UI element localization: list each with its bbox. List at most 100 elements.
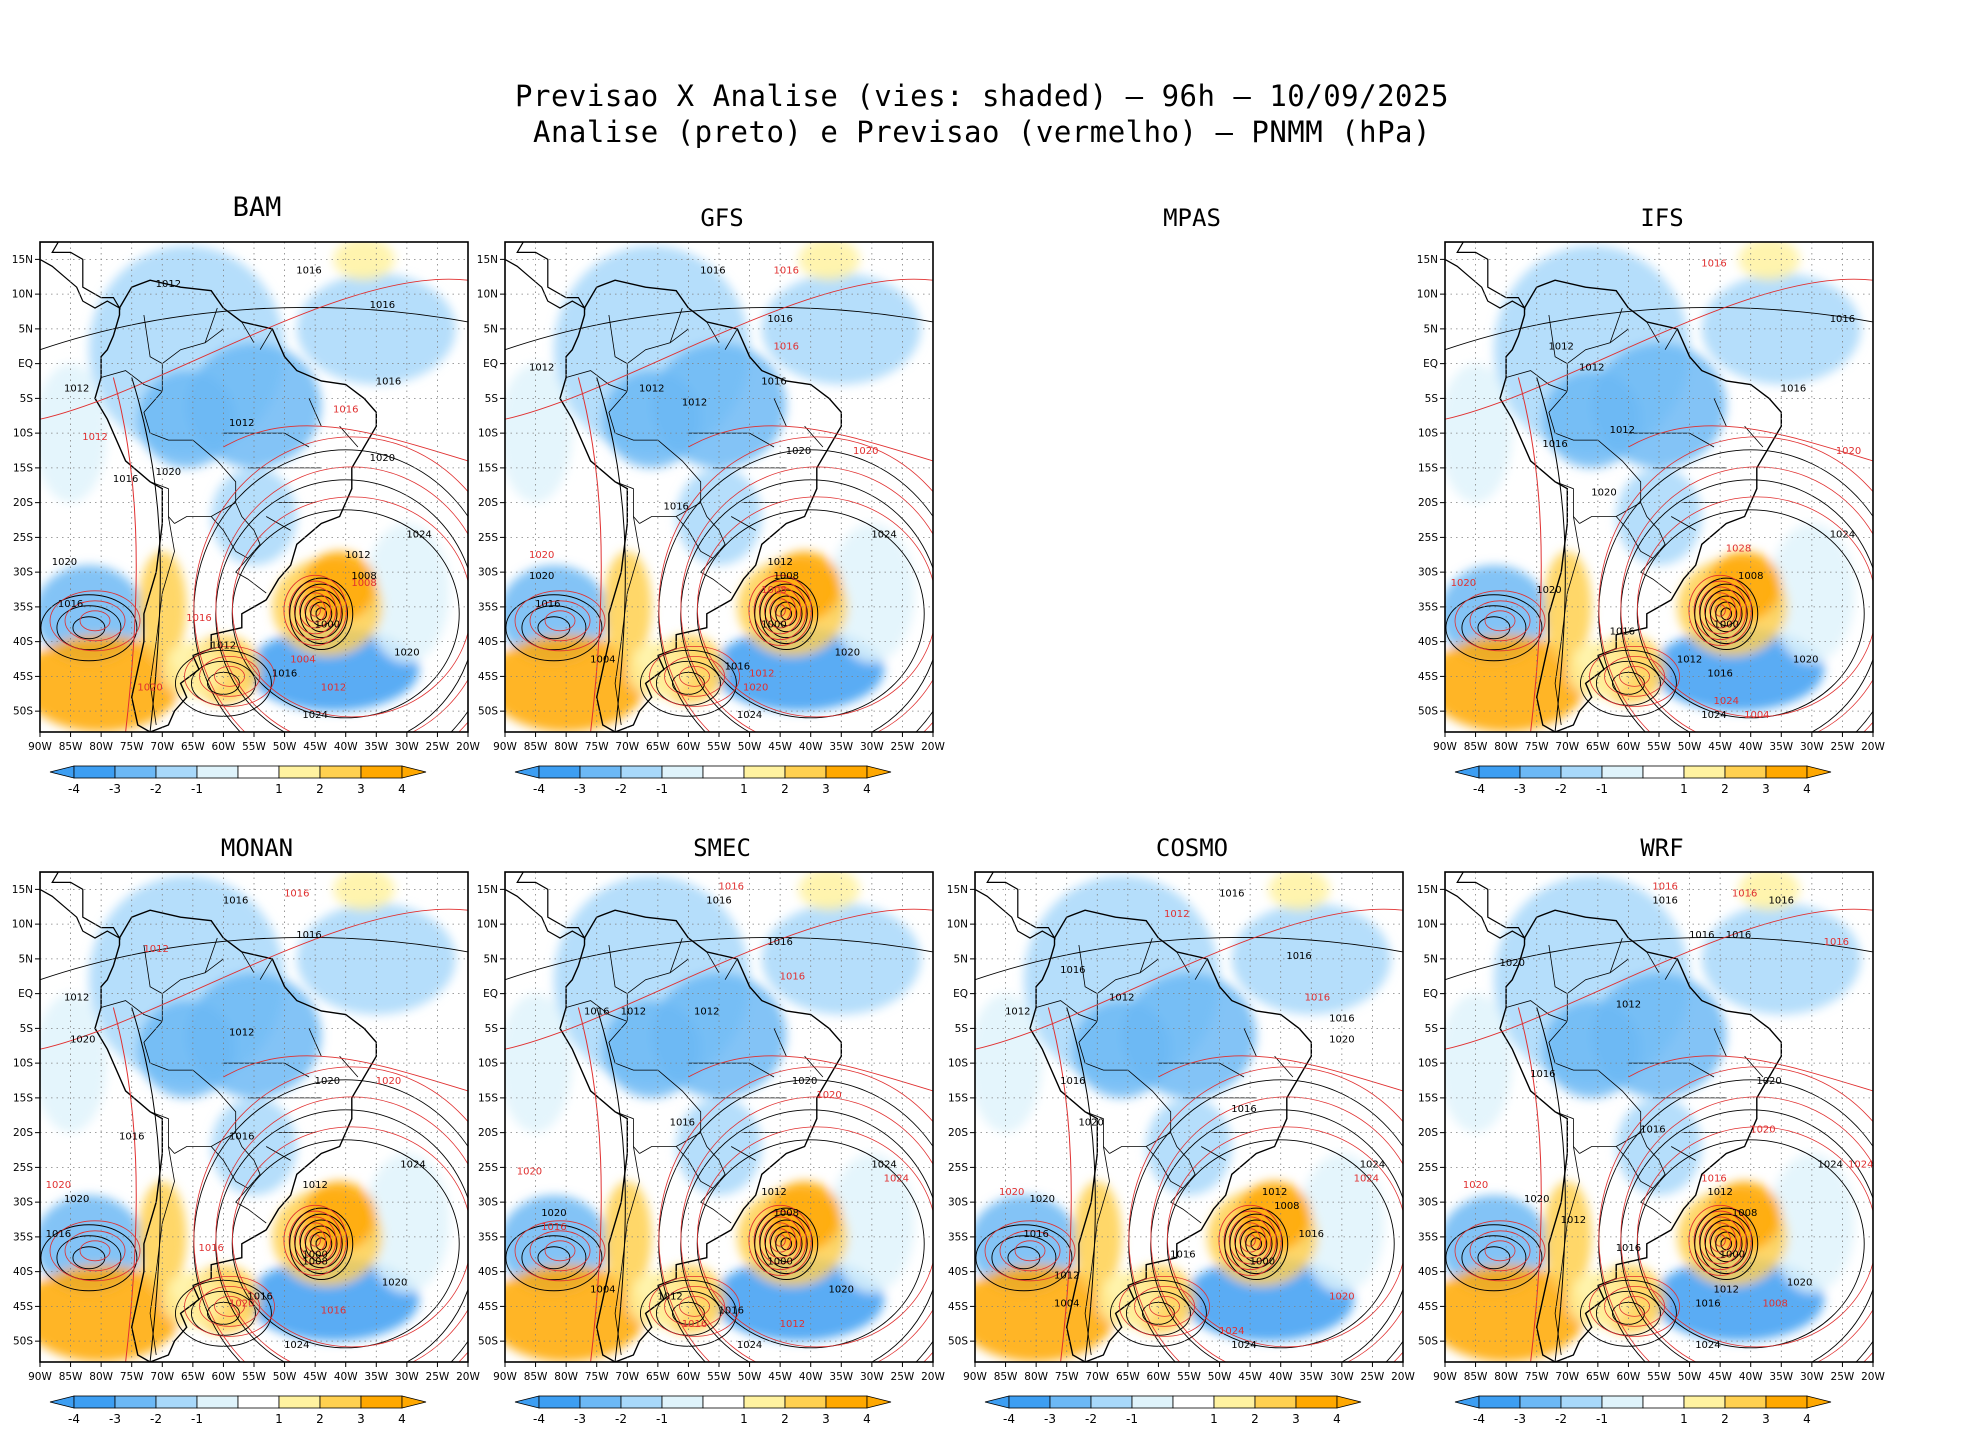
lat-label: 50S (948, 1336, 968, 1348)
isobar-label: 1020 (370, 453, 395, 464)
lon-label: 75W (1525, 741, 1549, 753)
country-border (1109, 1132, 1171, 1154)
lat-label: 40S (13, 636, 33, 648)
isobar-label: 1016 (535, 599, 560, 610)
lat-label: 10N (477, 919, 498, 931)
panel-title: COSMO (1155, 834, 1229, 862)
lat-label: 15N (477, 884, 498, 896)
isobar-label: 1020 (70, 1034, 95, 1045)
country-border (1139, 937, 1153, 973)
country-border (210, 1146, 249, 1189)
colorbar-label: 1 (1680, 1412, 1688, 1426)
country-border (639, 502, 701, 524)
lat-label: 20S (13, 1127, 33, 1139)
lat-label: 45S (478, 671, 498, 683)
lon-label: 30W (1330, 1371, 1354, 1383)
isobar-label: 1012 (302, 1180, 327, 1191)
isobar-label: 1016 (1530, 1069, 1555, 1080)
lat-label: 5S (1425, 1023, 1439, 1035)
country-border (308, 398, 322, 427)
lon-label: 45W (303, 741, 327, 753)
lat-label: 5S (20, 393, 34, 405)
colorbar-segment (360, 1395, 403, 1409)
lat-label: 35S (478, 1231, 498, 1243)
lat-lon-grid (505, 872, 933, 1362)
colorbar-label: -4 (1003, 1412, 1015, 1426)
lon-label: 60W (212, 741, 236, 753)
lat-label: 10S (478, 1058, 498, 1070)
lat-label: 10N (12, 289, 33, 301)
country-border (731, 1146, 756, 1161)
lon-label: 50W (1208, 1371, 1232, 1383)
lon-label: 75W (585, 1371, 609, 1383)
isobar-label: 1016 (767, 314, 792, 325)
lon-label: 85W (1464, 1371, 1488, 1383)
lon-label: 40W (1739, 741, 1763, 753)
colorbar-left-arrow (514, 765, 540, 779)
lat-label: 20S (948, 1127, 968, 1139)
colorbar-label: -3 (109, 782, 121, 796)
country-border (204, 937, 218, 973)
isobar-label: 1012 (345, 550, 370, 561)
country-border (1609, 937, 1623, 973)
lat-label: 20S (478, 497, 498, 509)
colorbar-label: 3 (1762, 1412, 1770, 1426)
lat-label: 15N (1417, 254, 1438, 266)
country-border (1194, 958, 1208, 980)
country-border (614, 1111, 640, 1154)
isobar-label: 1016 (584, 1006, 609, 1017)
central-america-coastline (1445, 242, 1527, 310)
lon-label: 30W (1800, 1371, 1824, 1383)
lon-label: 60W (677, 1371, 701, 1383)
lat-label: 40S (478, 636, 498, 648)
colorbar-label: 4 (1803, 782, 1811, 796)
lat-label: 20S (13, 497, 33, 509)
colorbar-segment (196, 765, 239, 779)
colorbar-label: 1 (275, 1412, 283, 1426)
colorbar: -4 -3 -2 -1 1 2 3 4 (1454, 765, 1832, 796)
lat-label: 50S (13, 706, 33, 718)
isobar-label: 1020 (1787, 1278, 1812, 1289)
central-america-coastline (975, 872, 1057, 940)
isobar-label: 1012 (761, 1187, 786, 1198)
lon-label: 25W (1831, 741, 1855, 753)
lon-label: 65W (181, 741, 205, 753)
panel-mpas: MPAS (935, 190, 1400, 800)
lon-label: 90W (493, 1371, 517, 1383)
isobar-label: 1012 (1677, 654, 1702, 665)
lon-label: 35W (1769, 741, 1793, 753)
isobar-label: 1000 (315, 620, 340, 631)
lat-label: 30S (948, 1197, 968, 1209)
lat-label: 45S (1418, 671, 1438, 683)
panel-gfs: GFS 1016 1016 1016 1016 1012 1012 1012 1016 1020 1… (465, 190, 946, 800)
lat-label: 10N (1417, 289, 1438, 301)
colorbar-label: 2 (316, 1412, 324, 1426)
colorbar-label: -2 (150, 782, 162, 796)
lat-label: 20S (1418, 1127, 1438, 1139)
isobar-label: 1016 (1305, 993, 1330, 1004)
lon-label: 45W (303, 1371, 327, 1383)
country-border (1035, 1000, 1098, 1022)
colorbar-segment (278, 765, 321, 779)
panel-title: SMEC (693, 834, 751, 862)
lat-label: 5S (485, 1023, 499, 1035)
lon-label: 20W (921, 741, 945, 753)
lat-label: 10S (1418, 428, 1438, 440)
lon-label: 45W (768, 741, 792, 753)
colorbar-label: 4 (863, 1412, 871, 1426)
isobar-label: 1024 (1817, 1159, 1842, 1170)
lat-label: 15N (12, 884, 33, 896)
lat-label: 10S (478, 428, 498, 440)
isobar-label: 1012 (682, 397, 707, 408)
lon-label: 20W (456, 741, 480, 753)
isobar-label: 1020 (1524, 1194, 1549, 1205)
country-border (241, 321, 255, 344)
isobar-label: 1016 (296, 265, 321, 276)
isobar-label: 1024 (400, 1159, 425, 1170)
isobar-label: 1016 (1219, 888, 1244, 899)
isobar-label: 1020 (1793, 654, 1818, 665)
isobar-label: 1016 (774, 265, 799, 276)
lon-label: 60W (1617, 741, 1641, 753)
lat-label: 15N (947, 884, 968, 896)
